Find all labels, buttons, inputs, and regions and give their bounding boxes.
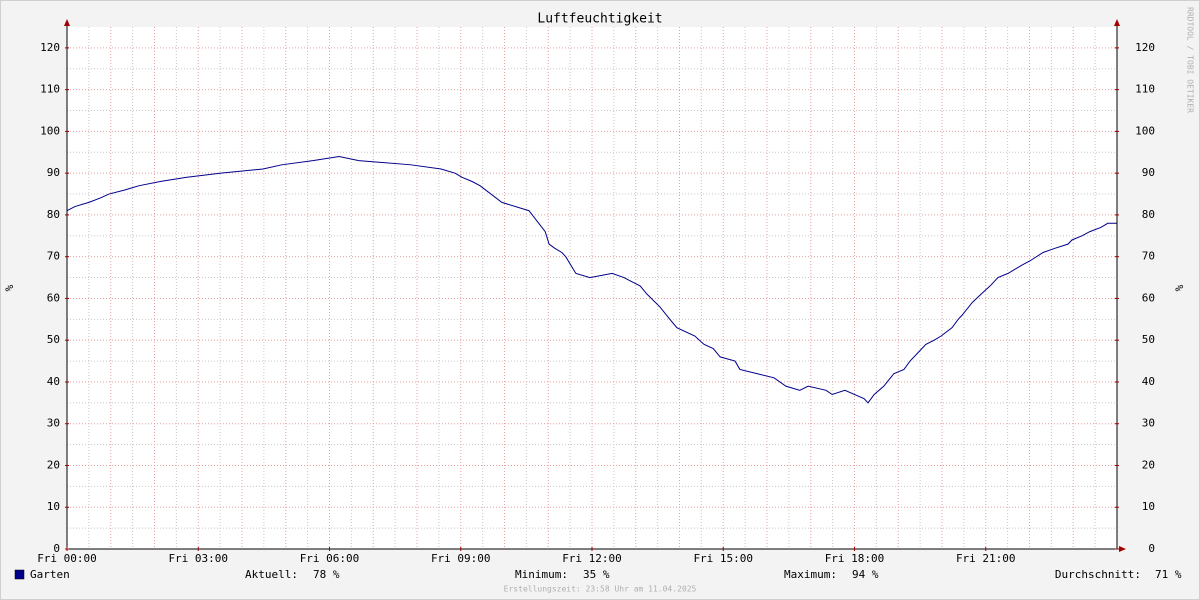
footer: Erstellungszeit: 23:58 Uhr am 11.04.2025 [504,585,697,594]
x-tick-label: Fri 15:00 [693,552,753,565]
stat-value: 94 % [852,568,879,581]
watermark: RRDTOOL / TOBI OETIKER [1186,7,1195,113]
y2-tick-label: 30 [1142,417,1155,430]
grid [66,27,1117,550]
y2-tick-label: 60 [1142,291,1155,304]
y-tick-label: 40 [47,375,60,388]
x-tick-label: Fri 00:00 [37,552,97,565]
y-tick-label: 80 [47,208,60,221]
y2-tick-label: 0 [1148,542,1155,555]
x-tick-label: Fri 12:00 [562,552,622,565]
y2-tick-label: 50 [1142,333,1155,346]
y-tick-label: 30 [47,417,60,430]
stat-value: 35 % [583,568,610,581]
legend-label: Garten [30,568,70,581]
y2-tick-label: 10 [1142,500,1155,513]
marks [66,155,1117,404]
y-tick-label: 50 [47,333,60,346]
y2-axis-label: % [1173,284,1186,291]
chart-title: Luftfeuchtigkeit [537,12,662,27]
x-tick-label: Fri 18:00 [825,552,885,565]
legend-swatch [14,569,25,580]
y-tick-label: 20 [47,458,60,471]
y-tick-label: 10 [47,500,60,513]
y2-tick-label: 100 [1135,124,1155,137]
y-tick-label: 110 [40,83,60,96]
y-tick-label: 120 [40,41,60,54]
y2-tick-label: 110 [1135,83,1155,96]
y2-tick-label: 90 [1142,166,1155,179]
y2-tick-label: 80 [1142,208,1155,221]
y-tick-label: 70 [47,250,60,263]
x-tick-label: Fri 21:00 [956,552,1016,565]
stat-value: 71 % [1155,568,1182,581]
x-tick-label: Fri 09:00 [431,552,491,565]
y-tick-label: 60 [47,291,60,304]
y-tick-label: 90 [47,166,60,179]
stat-label: Aktuell: [245,568,298,581]
y-tick-label: 0 [53,542,60,555]
stat-value: 78 % [313,568,340,581]
stat-label: Maximum: [784,568,837,581]
stat-label: Durchschnitt: [1055,568,1141,581]
y2-tick-label: 70 [1142,250,1155,263]
x-tick-label: Fri 06:00 [300,552,360,565]
y2-tick-label: 40 [1142,375,1155,388]
line-series [66,155,1117,404]
x-tick-label: Fri 03:00 [168,552,228,565]
y2-tick-label: 120 [1135,41,1155,54]
y-axis-label: % [3,284,16,291]
stat-label: Minimum: [515,568,568,581]
y2-tick-label: 20 [1142,458,1155,471]
y-tick-label: 100 [40,124,60,137]
